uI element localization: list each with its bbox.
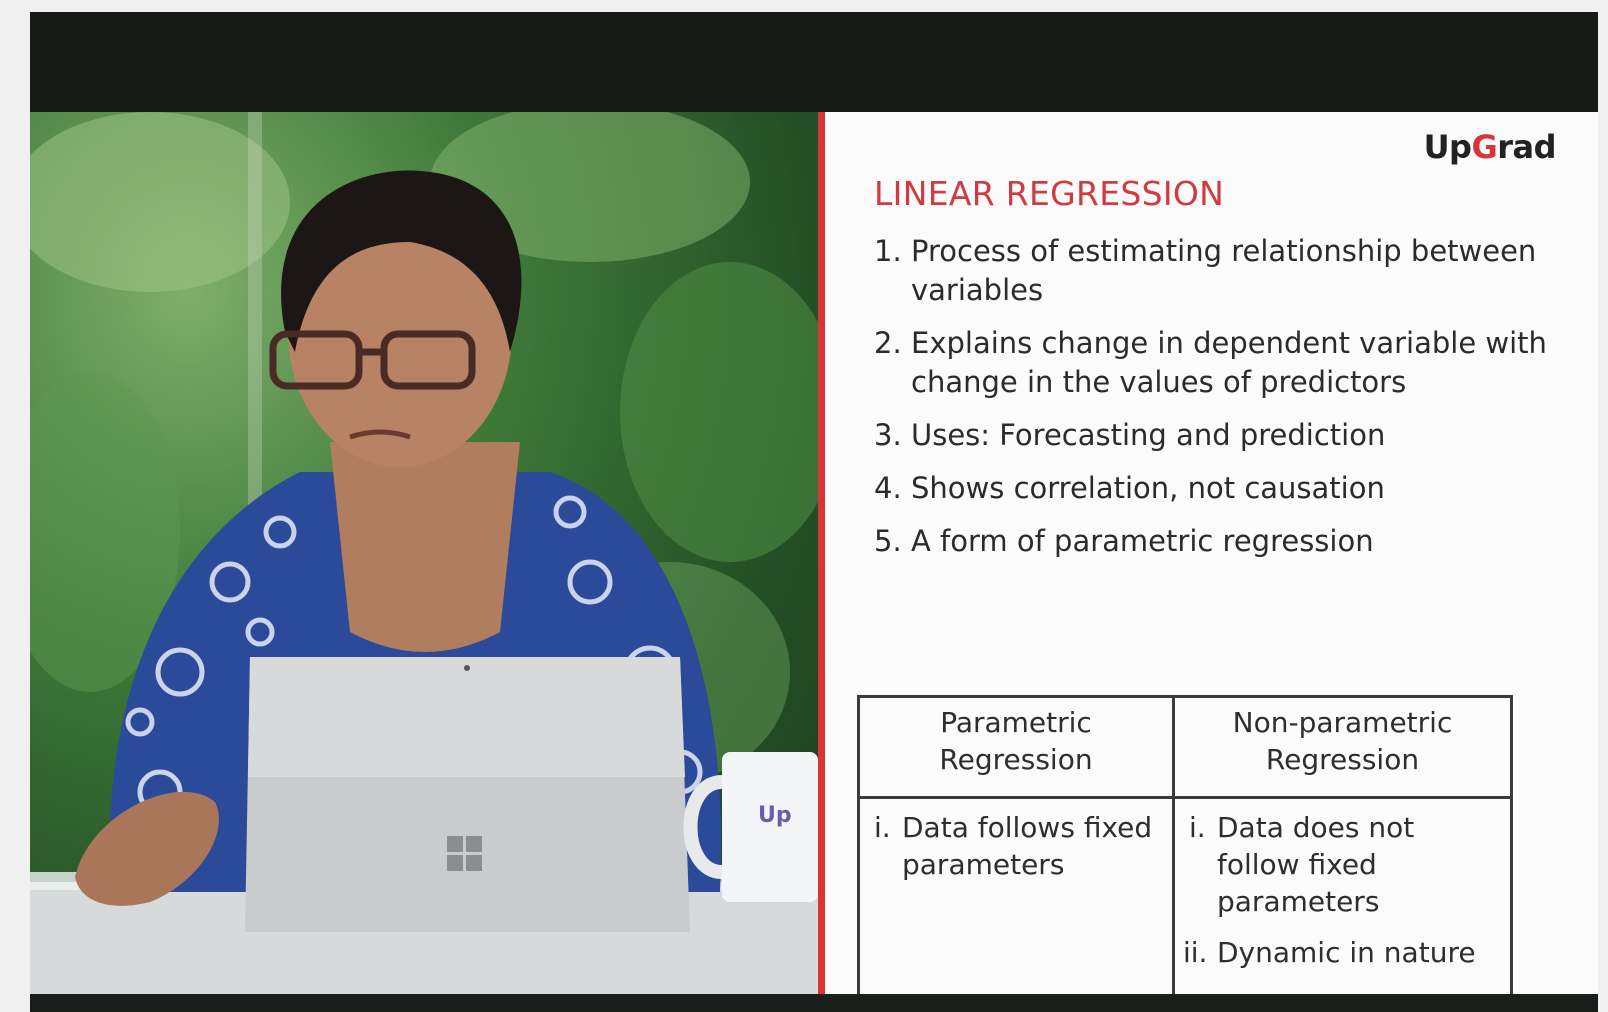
item-text: Dynamic in nature <box>1217 936 1476 969</box>
point-number: 3. <box>874 418 902 452</box>
player-bottom-bar <box>30 994 1598 1012</box>
presenter-scene: Up <box>30 112 818 994</box>
cell-item: ii. Dynamic in nature <box>1183 934 1496 971</box>
list-item: 1. Process of estimating relationship bet… <box>874 232 1574 310</box>
player-top-bar <box>30 12 1598 112</box>
header-parametric: Parametric Regression <box>857 695 1175 799</box>
comparison-table: Parametric Regression Non-parametric Reg… <box>857 695 1513 998</box>
point-text: A form of parametric regression <box>911 524 1374 558</box>
slide-title: LINEAR REGRESSION <box>874 174 1225 213</box>
cell-item: i. Data does not follow fixed parameters <box>1189 809 1496 920</box>
list-item: 5. A form of parametric regression <box>874 522 1574 561</box>
table-row: i. Data follows fixed parameters i. Data d… <box>857 796 1513 998</box>
header-non-parametric: Non-parametric Regression <box>1172 695 1513 799</box>
list-item: 4. Shows correlation, not causation <box>874 469 1574 508</box>
list-item: 2. Explains change in dependent variable … <box>874 324 1574 402</box>
list-item: 3. Uses: Forecasting and prediction <box>874 416 1574 455</box>
slide-panel: UpGrad LINEAR REGRESSION 1. Process of es… <box>825 112 1598 998</box>
point-text: Uses: Forecasting and prediction <box>911 418 1386 452</box>
brand-accent: G <box>1471 128 1498 166</box>
item-numeral: ii. <box>1183 936 1208 969</box>
table-header-row: Parametric Regression Non-parametric Reg… <box>857 695 1513 799</box>
point-number: 5. <box>874 524 902 558</box>
brand-suffix: rad <box>1497 128 1556 166</box>
point-number: 4. <box>874 471 902 505</box>
point-text: Explains change in dependent variable wi… <box>911 326 1547 399</box>
item-text: Data follows fixed parameters <box>902 811 1153 881</box>
point-text: Process of estimating relationship betwe… <box>911 234 1537 307</box>
upgrad-logo: UpGrad <box>1423 128 1557 166</box>
item-numeral: i. <box>1189 811 1206 844</box>
cell-parametric: i. Data follows fixed parameters <box>857 796 1175 998</box>
item-numeral: i. <box>874 811 891 844</box>
mug-logo-text: Up <box>758 803 792 828</box>
point-number: 1. <box>874 234 902 268</box>
item-text: Data does not follow fixed parameters <box>1217 811 1415 918</box>
cell-non-parametric: i. Data does not follow fixed parameters … <box>1172 796 1513 998</box>
point-number: 2. <box>874 326 902 360</box>
brand-prefix: Up <box>1423 128 1472 166</box>
point-list: 1. Process of estimating relationship bet… <box>874 232 1574 575</box>
accent-divider <box>818 112 825 994</box>
video-player[interactable]: Up UpGrad LINEAR REGRESSION 1. Process of… <box>30 12 1598 1012</box>
cell-item: i. Data follows fixed parameters <box>874 809 1158 883</box>
point-text: Shows correlation, not causation <box>911 471 1385 505</box>
presenter-video[interactable]: Up <box>30 112 818 994</box>
